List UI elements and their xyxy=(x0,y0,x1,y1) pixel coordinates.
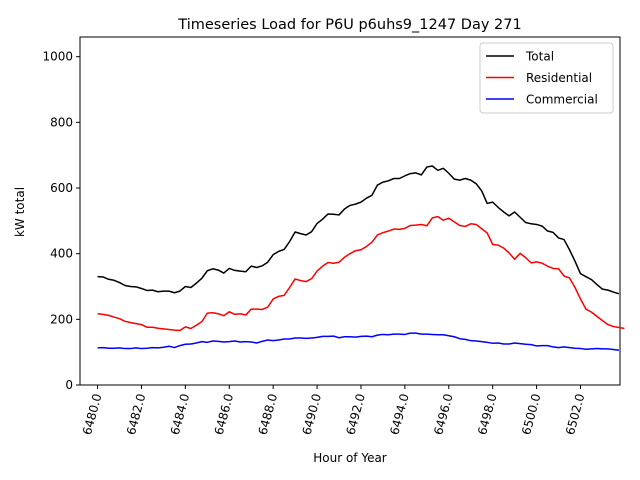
plot-area-border xyxy=(79,36,621,386)
x-tick-label: 6496.0 xyxy=(431,392,455,436)
legend-label-residential: Residential xyxy=(526,71,592,85)
x-tick-label: 6484.0 xyxy=(168,392,192,436)
legend: Total Residential Commercial xyxy=(479,42,614,114)
x-tick-label: 6494.0 xyxy=(387,392,411,436)
series-line-residential xyxy=(97,215,625,332)
legend-box xyxy=(479,42,614,114)
series-line-total xyxy=(97,165,620,295)
chart-title: Timeseries Load for P6U p6uhs9_1247 Day … xyxy=(177,17,521,33)
x-tick-label: 6486.0 xyxy=(212,392,236,436)
plot-frame xyxy=(79,36,621,386)
x-tick-label: 6502.0 xyxy=(563,392,587,436)
series-line-commercial xyxy=(97,332,619,351)
x-tick-label: 6500.0 xyxy=(519,392,543,436)
y-tick-label: 1000 xyxy=(42,50,73,64)
y-tick-label: 0 xyxy=(65,378,73,392)
y-tick-label: 800 xyxy=(50,115,73,129)
x-tick-label: 6498.0 xyxy=(475,392,499,436)
y-tick-label: 400 xyxy=(50,247,73,261)
y-tick-label: 200 xyxy=(50,312,73,326)
x-axis-ticks: 6480.0 6482.0 6484.0 6486.0 6488.0 6490.0 6492… xyxy=(80,385,587,436)
legend-label-commercial: Commercial xyxy=(526,93,598,107)
x-tick-label: 6490.0 xyxy=(300,392,324,436)
x-tick-label: 6492.0 xyxy=(343,392,367,436)
x-axis-label: Hour of Year xyxy=(313,451,387,465)
x-tick-label: 6488.0 xyxy=(256,392,280,436)
y-tick-label: 600 xyxy=(50,181,73,195)
series-layer xyxy=(97,165,625,351)
y-axis-label: kW total xyxy=(13,187,27,237)
y-axis-ticks: 0 200 400 600 800 1000 xyxy=(42,50,80,392)
x-tick-label: 6480.0 xyxy=(80,392,104,436)
x-tick-label: 6482.0 xyxy=(124,392,148,436)
legend-label-total: Total xyxy=(525,50,554,64)
